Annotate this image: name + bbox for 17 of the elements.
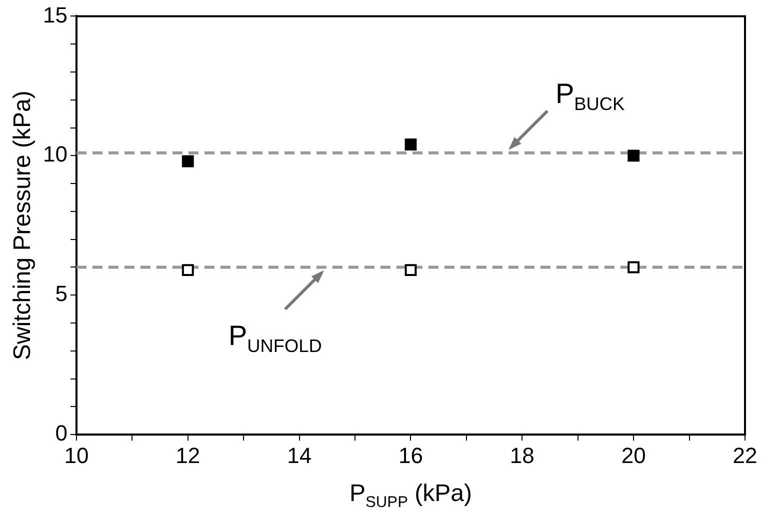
- x-tick-label: 12: [176, 442, 200, 468]
- point: [628, 261, 640, 274]
- point: [182, 155, 194, 168]
- x-tick-label: 22: [732, 442, 758, 468]
- y-axis-title: Switching Pressure (kPa): [9, 90, 36, 360]
- point: [182, 264, 194, 276]
- y-tick-label: 5: [55, 281, 68, 306]
- x-tick-label: 20: [621, 442, 646, 468]
- y-tick-label: 0: [55, 420, 68, 446]
- point: [404, 264, 417, 276]
- y-tick-label: 15: [42, 2, 68, 28]
- x-tick-label: 16: [398, 442, 423, 468]
- y-tick-label: 10: [42, 142, 68, 167]
- point: [404, 138, 417, 150]
- x-tick-label: 18: [510, 442, 534, 468]
- x-tick-label: 14: [287, 442, 312, 468]
- point: [628, 150, 640, 162]
